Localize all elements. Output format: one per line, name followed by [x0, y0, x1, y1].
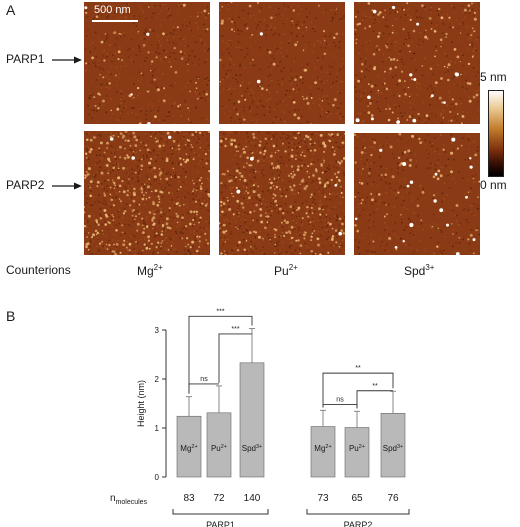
afm-image-parp1-mg: [84, 2, 210, 124]
counterions-title: Counterions: [6, 263, 71, 277]
bar: [176, 415, 202, 478]
row-label-parp2: PARP2: [6, 178, 45, 192]
counterion-label-mg: Mg2+: [137, 263, 163, 278]
significance-bracket: [356, 390, 393, 409]
afm-image-parp2-spd: [354, 133, 480, 255]
bar: [206, 412, 232, 478]
afm-image-parp2-mg: [84, 131, 210, 255]
n-molecules-value: 65: [351, 493, 363, 504]
significance-bracket: [322, 372, 394, 408]
significance-label: ns: [200, 376, 208, 383]
group-label: PARP1: [206, 520, 235, 527]
bar-label: Pu2+: [349, 444, 365, 453]
arrow-right-icon: [52, 182, 82, 190]
significance-bracket: [218, 333, 252, 383]
y-tick-label: 0: [155, 473, 160, 482]
bar-label: Mg2+: [314, 444, 331, 453]
y-tick-label: 1: [155, 424, 160, 433]
significance-label: ns: [336, 396, 344, 403]
colorbar-max-label: 5 nm: [480, 70, 507, 84]
bar: [344, 427, 370, 478]
bar-label: Mg2+: [180, 444, 197, 453]
n-molecules-value: 73: [317, 493, 329, 504]
bar-label: Pu2+: [211, 444, 227, 453]
afm-image-parp1-pu: [219, 2, 345, 124]
n-molecules-value: 83: [183, 493, 195, 504]
significance-bracket: [188, 383, 219, 394]
bar: [310, 426, 336, 478]
bar: [239, 362, 265, 478]
bar-chart: 0 1 2 3 Height (nm) Mg2+ 83 Pu2+ 72 Spd3+ 140 Mg2+ 7…: [110, 308, 410, 527]
significance-label: **: [355, 365, 361, 372]
panel-b-letter: B: [6, 308, 16, 324]
bar-label: Spd3+: [242, 444, 263, 453]
scale-bar: [92, 20, 138, 22]
significance-label: ***: [231, 326, 239, 333]
counterion-label-pu: Pu2+: [274, 263, 298, 278]
panel-a-letter: A: [6, 2, 16, 18]
y-tick-label: 3: [155, 326, 160, 335]
group-bracket: [306, 509, 410, 515]
scale-bar-label: 500 nm: [94, 4, 131, 16]
afm-image-parp2-pu: [219, 131, 345, 255]
significance-label: **: [372, 383, 378, 390]
n-molecules-value: 140: [244, 493, 261, 504]
bar: [380, 413, 406, 478]
n-molecules-value: 76: [387, 493, 399, 504]
counterion-label-spd: Spd3+: [404, 263, 435, 278]
afm-image-parp1-spd: [354, 2, 480, 124]
significance-label: ***: [216, 308, 224, 315]
significance-bracket: [322, 404, 358, 409]
colorbar-min-label: 0 nm: [480, 178, 507, 192]
n-molecules-value: 72: [213, 493, 225, 504]
bar-label: Spd3+: [383, 444, 404, 453]
y-tick-label: 2: [155, 375, 160, 384]
colorbar: [488, 90, 504, 177]
y-axis-label: Height (nm): [136, 380, 146, 427]
row-label-parp1: PARP1: [6, 52, 45, 66]
significance-bracket: [188, 315, 253, 394]
group-label: PARP2: [344, 520, 373, 527]
arrow-right-icon: [52, 56, 82, 64]
n-molecules-label: nmolecules: [110, 493, 148, 506]
group-bracket: [172, 509, 269, 515]
